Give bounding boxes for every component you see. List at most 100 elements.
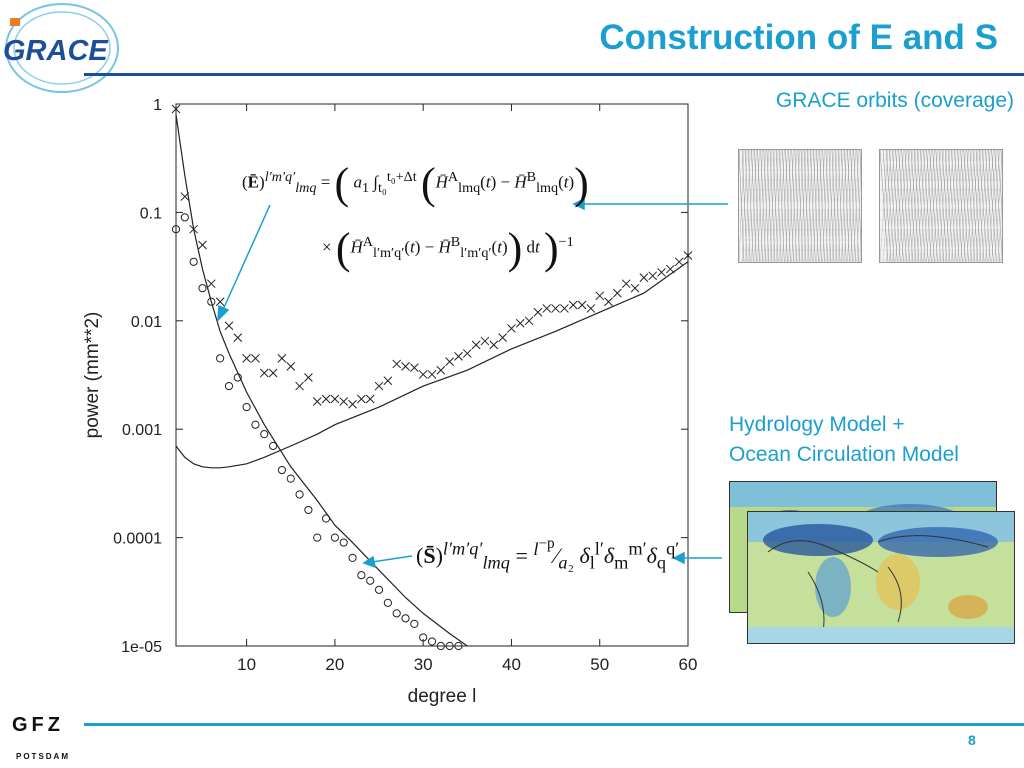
circle-point [260,430,269,439]
cross-point [224,321,234,331]
circle-point [286,474,295,483]
circle-point [357,571,366,580]
circle-point [198,284,207,293]
cross-point [357,394,366,404]
cross-point [206,279,216,289]
world-map-front [747,511,1015,644]
s-formula-arrow [371,555,413,563]
title-divider [84,73,1024,76]
cross-point [613,288,622,298]
y-tick-label: 0.001 [122,422,162,439]
circle-point [251,420,260,429]
cross-point [268,368,278,378]
page-number: 8 [968,732,976,748]
cross-point [454,351,463,361]
cross-point [436,365,446,375]
gfz-logo: GFZ [12,714,64,736]
cross-point [215,297,225,307]
circle-point [269,441,278,451]
cross-point [383,376,393,386]
circle-point [383,598,392,607]
cross-point [233,333,243,342]
cross-point [683,251,693,260]
gfz-logo-subtitle: POTSDAM [16,752,70,761]
circle-point [171,225,181,234]
cross-point [648,271,658,281]
series-line-3 [175,114,468,647]
cross-point [198,240,207,250]
plot-frame [175,103,689,647]
cross-point [277,354,287,363]
logo-text: GRACE [3,35,109,67]
circle-point [445,641,454,651]
y-axis-label: power (mm**2) [82,312,103,439]
page-title: Construction of E and S [599,18,998,57]
cross-point [533,307,543,317]
orbits-label: GRACE orbits (coverage) [775,89,1014,112]
cross-point [498,333,507,342]
x-tick-label: 60 [679,655,698,674]
circle-point [454,641,463,651]
orbit-coverage-image-2 [879,149,1003,263]
cross-point [321,394,331,404]
x-tick-label: 10 [237,655,256,674]
circle-point [401,614,410,623]
cross-point [304,373,313,382]
circle-point [330,533,339,542]
cross-point [542,304,552,313]
cross-point [312,397,322,406]
cross-point [401,361,410,371]
circle-point [366,576,375,585]
cross-point [171,104,181,114]
cross-point [551,304,560,313]
cross-point [674,257,684,267]
cross-point [348,399,357,409]
x-axis-label: degree l [408,686,477,707]
cross-point [286,361,296,371]
circle-point [242,402,251,412]
cross-point [489,340,499,350]
cross-point [595,291,605,301]
cross-point [462,349,472,358]
cross-point [295,381,304,391]
circle-point [304,505,313,515]
cross-point [471,340,481,350]
cross-point [560,304,569,313]
cross-point [365,394,375,404]
circle-point [295,490,304,499]
circle-point [392,609,401,618]
cross-point [577,300,587,310]
circle-point [189,257,198,266]
circle-point [207,297,216,306]
cross-point [242,354,251,363]
y-tick-label: 0.01 [131,314,162,331]
cross-point [621,279,631,289]
cross-point [418,370,428,379]
cross-point [604,297,613,307]
cross-point [524,316,534,326]
cross-point [259,368,269,378]
cross-point [586,304,596,313]
x-tick-label: 30 [414,655,433,674]
footer-divider [84,723,1024,726]
circle-point [348,553,357,562]
ocean-model-label: Ocean Circulation Model [729,443,959,466]
grace-logo: GRACE [3,3,119,93]
circle-point [436,641,445,651]
cross-point [445,357,455,366]
x-tick-label: 40 [502,655,521,674]
cross-point [515,318,525,328]
circle-point [374,585,384,594]
y-tick-label: 0.0001 [113,531,162,548]
cross-point [392,359,402,369]
circle-point [427,637,437,646]
cross-point [251,354,260,363]
orbit-coverage-image-1 [738,149,862,263]
y-tick-label: 0.1 [140,205,162,222]
cross-point [507,324,516,333]
circle-point [216,354,225,363]
cross-point [409,363,419,372]
cross-point [480,336,490,346]
s-formula: (S̄)l′m′q′lmq = l−p⁄a₂ δll′δmm′δqq′ [416,535,680,573]
cross-point [568,300,578,310]
